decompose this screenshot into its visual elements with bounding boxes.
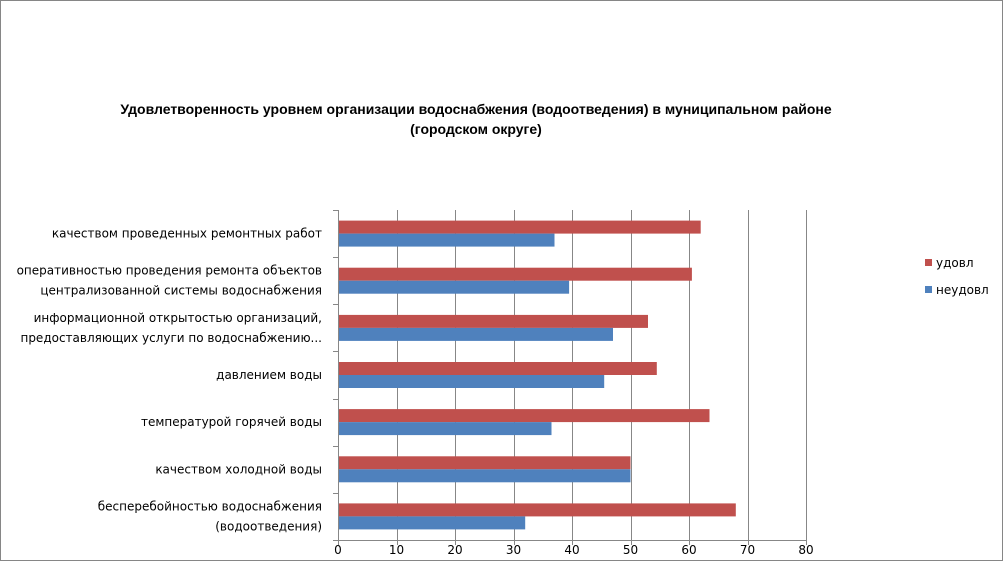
bar-udovl-0 xyxy=(338,503,736,517)
bar-neudovl-3 xyxy=(338,375,605,388)
x-tick-label: 40 xyxy=(564,543,579,557)
x-tick-label: 0 xyxy=(334,543,342,557)
bar-udovl-6 xyxy=(338,220,701,234)
bar-udovl-1 xyxy=(338,456,631,470)
category-label: качеством проведенных ремонтных работ xyxy=(52,227,322,241)
legend-label-udovl: удовл xyxy=(936,256,973,270)
category-label: предоставляющих услуги по водоснабжению.… xyxy=(20,331,322,345)
chart-title-line: Удовлетворенность уровнем организации во… xyxy=(120,101,832,117)
x-tick-label: 70 xyxy=(740,543,755,557)
bar-udovl-3 xyxy=(338,362,657,375)
axes xyxy=(333,210,807,545)
category-label: температурой горячей воды xyxy=(141,415,322,429)
legend-swatch-udovl xyxy=(925,259,932,266)
bar-neudovl-4 xyxy=(338,327,613,341)
bar-neudovl-5 xyxy=(338,280,570,294)
category-label: бесперебойностью водоснабжения xyxy=(98,499,322,513)
legend-swatch-neudovl xyxy=(925,286,932,293)
bar-udovl-2 xyxy=(338,409,710,423)
bar-neudovl-2 xyxy=(338,422,552,436)
x-tick-label: 50 xyxy=(623,543,638,557)
category-label: информационной открытостью организаций, xyxy=(34,311,322,325)
legend: удовл неудовл xyxy=(925,256,989,297)
x-tick-label: 30 xyxy=(506,543,521,557)
chart-title: Удовлетворенность уровнем организации во… xyxy=(120,101,832,137)
legend-label-neudovl: неудовл xyxy=(936,283,989,297)
chart-title-line: (городском округе) xyxy=(410,121,542,137)
bars xyxy=(338,220,736,530)
x-tick-label: 80 xyxy=(798,543,813,557)
category-label: оперативностью проведения ремонта объект… xyxy=(17,264,322,278)
category-label: централизованной системы водоснабжения xyxy=(40,284,322,298)
category-label: качеством холодной воды xyxy=(155,462,322,476)
bar-udovl-4 xyxy=(338,314,648,328)
bar-neudovl-0 xyxy=(338,516,526,530)
bar-neudovl-6 xyxy=(338,233,555,247)
x-tick-label: 10 xyxy=(389,543,404,557)
category-label: (водоотведения) xyxy=(215,519,322,533)
bar-udovl-5 xyxy=(338,267,692,281)
category-labels: бесперебойностью водоснабжения (водоотвед… xyxy=(17,227,322,534)
category-label: давлением воды xyxy=(216,368,322,382)
x-tick-labels: 0 10 20 30 40 50 60 70 80 xyxy=(334,543,813,557)
bar-neudovl-1 xyxy=(338,469,631,483)
x-tick-label: 20 xyxy=(447,543,462,557)
x-tick-label: 60 xyxy=(681,543,696,557)
